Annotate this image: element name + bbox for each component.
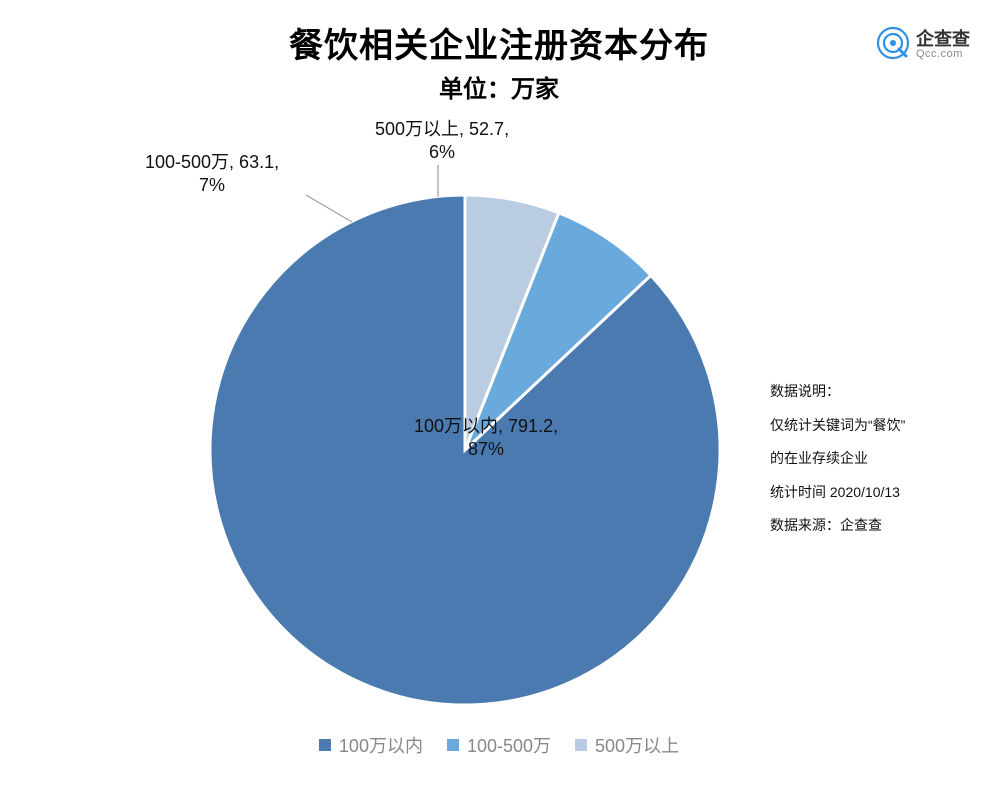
- legend: 100万以内 100-500万 500万以上: [0, 732, 998, 758]
- legend-swatch: [575, 739, 587, 751]
- slice-label: 100万以内, 791.2,87%: [414, 415, 558, 460]
- note-line: 统计时间 2020/10/13: [770, 476, 905, 510]
- note-line: 数据说明：: [770, 375, 905, 409]
- legend-item: 100万以内: [319, 732, 423, 758]
- note-line: 的在业存续企业: [770, 442, 905, 476]
- legend-swatch: [319, 739, 331, 751]
- legend-label: 100-500万: [467, 732, 551, 758]
- legend-item: 500万以上: [575, 732, 679, 758]
- slice-label: 500万以上, 52.7,6%: [375, 118, 509, 163]
- note-line: 仅统计关键词为“餐饮”: [770, 409, 905, 443]
- leader-line: [306, 195, 352, 222]
- data-notes: 数据说明：仅统计关键词为“餐饮”的在业存续企业统计时间 2020/10/13数据…: [770, 375, 905, 543]
- slice-label: 100-500万, 63.1,7%: [145, 151, 279, 196]
- legend-label: 500万以上: [595, 732, 679, 758]
- chart-root: 餐饮相关企业注册资本分布 单位：万家 企查查 Qcc.com 500万以上, 5…: [0, 0, 998, 787]
- note-line: 数据来源：企查查: [770, 509, 905, 543]
- legend-label: 100万以内: [339, 732, 423, 758]
- legend-swatch: [447, 739, 459, 751]
- legend-item: 100-500万: [447, 732, 551, 758]
